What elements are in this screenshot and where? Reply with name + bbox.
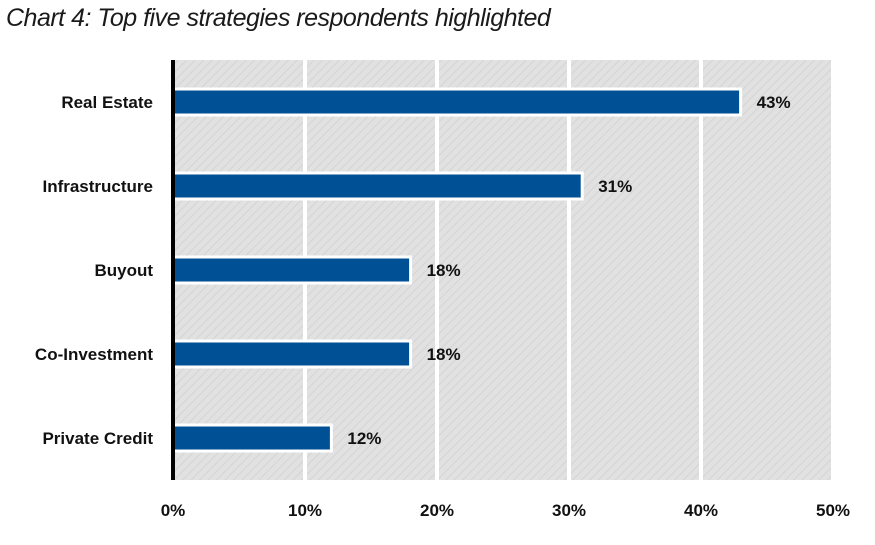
data-label: 18% (427, 345, 461, 364)
category-label: Infrastructure (42, 177, 153, 196)
bar (171, 255, 413, 285)
x-tick-label: 0% (161, 501, 186, 520)
x-tick-labels: 0% 10% 20% 30% 40% 50% (161, 501, 850, 520)
x-tick-label: 10% (288, 501, 322, 520)
data-label: 31% (598, 177, 632, 196)
category-label: Private Credit (42, 429, 153, 448)
category-label: Real Estate (61, 93, 153, 112)
data-labels: 43% 31% 18% 18% 12% (347, 93, 790, 448)
category-labels: Real Estate Infrastructure Buyout Co-Invest… (35, 93, 153, 448)
bar (171, 339, 413, 369)
category-label: Buyout (94, 261, 153, 280)
data-label: 12% (347, 429, 381, 448)
x-tick-label: 20% (420, 501, 454, 520)
x-tick-label: 40% (684, 501, 718, 520)
bar (171, 87, 743, 117)
x-tick-label: 30% (552, 501, 586, 520)
bar (171, 423, 333, 453)
bar (171, 171, 584, 201)
chart-title: Chart 4: Top five strategies respondents… (6, 4, 551, 32)
data-label: 43% (757, 93, 791, 112)
x-tick-label: 50% (816, 501, 850, 520)
category-label: Co-Investment (35, 345, 153, 364)
data-label: 18% (427, 261, 461, 280)
